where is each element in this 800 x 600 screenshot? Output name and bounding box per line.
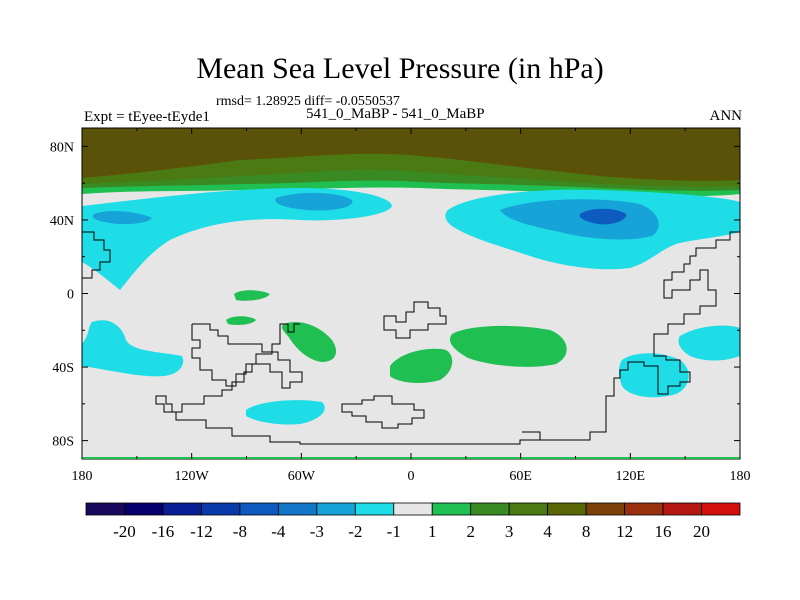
colorbar-swatch — [624, 502, 664, 516]
stats-text: rmsd= 1.28925 diff= -0.0550537 — [216, 94, 400, 109]
x-tick-label: 120E — [616, 469, 646, 484]
contour-sw-pacific-blue — [82, 320, 184, 377]
y-tick-label: 0 — [67, 288, 74, 303]
colorbar-label: -2 — [348, 522, 362, 541]
colorbar-swatch — [162, 502, 202, 516]
contour-tropical-green-b — [226, 316, 256, 325]
colorbar-swatch — [354, 502, 395, 516]
colorbar-label: 20 — [693, 522, 710, 541]
y-tick-label: 40S — [52, 361, 74, 376]
colorbar-label: 4 — [543, 522, 552, 541]
contour-north-atlantic-midblue — [275, 192, 353, 211]
contour-tasman-blue — [678, 325, 740, 361]
colorbar-swatch — [239, 502, 279, 516]
y-tick-label: 40N — [50, 214, 74, 229]
coastline-gondwana-west — [191, 323, 300, 387]
center-subtitle: 541_0_MaBP - 541_0_MaBP — [306, 106, 485, 122]
colorbar-label: -12 — [190, 522, 213, 541]
colorbar-label: 2 — [466, 522, 475, 541]
colorbar-label: 8 — [582, 522, 591, 541]
colorbar-label: -3 — [310, 522, 324, 541]
x-tick-label: 0 — [408, 469, 415, 484]
contour-tropical-green-a — [234, 290, 270, 301]
contour-indian-green — [449, 325, 567, 367]
coastline-west-continent — [82, 231, 111, 279]
y-tick-label: 80S — [52, 435, 74, 450]
coastline-east-continent — [522, 231, 740, 441]
contour-north-atlantic-blue — [82, 188, 392, 290]
colorbar-swatch — [124, 502, 164, 516]
colorbar-label: -8 — [233, 522, 247, 541]
x-tick-label: 60W — [288, 469, 316, 484]
axis-ticks — [81, 128, 741, 459]
colorbar-swatch — [662, 502, 702, 516]
colorbar-swatch — [701, 502, 741, 516]
colorbar-swatch — [201, 502, 241, 516]
colorbar-label: 3 — [505, 522, 514, 541]
coastline-south-block — [341, 395, 425, 429]
coastline-central-island — [383, 301, 447, 339]
x-tick-label: 180 — [730, 469, 751, 484]
x-tick-label: 60E — [509, 469, 532, 484]
contour-south-pacific-green — [281, 321, 337, 362]
right-subtitle: ANN — [709, 108, 743, 124]
colorbar-label: 1 — [428, 522, 437, 541]
colorbar-swatch — [547, 502, 587, 516]
colorbar-swatch — [277, 502, 318, 516]
colorbar-swatch — [85, 502, 125, 516]
contour-west-pacific-midblue — [92, 211, 152, 225]
contour-north-pacific-midblue — [500, 199, 659, 240]
colorbar-swatch — [470, 502, 510, 516]
colorbar-label: -20 — [113, 522, 136, 541]
left-subtitle: Expt = tEyee-tEyde1 — [84, 109, 210, 125]
colorbar-swatch — [393, 502, 433, 516]
axis-labels: 180 120W 60W 0 60E 120E 180 80N 40N 0 40S 80S — [50, 140, 751, 484]
chart-title: Mean Sea Level Pressure (in hPa) — [196, 52, 604, 85]
contour-southern-ocean-blue — [246, 400, 325, 425]
contour-arctic-brown — [82, 128, 740, 181]
x-tick-label: 180 — [72, 469, 93, 484]
colorbar-label: 12 — [616, 522, 633, 541]
colorbar-swatch — [431, 502, 472, 516]
map-plot-area — [82, 128, 740, 459]
colorbar-swatch — [316, 502, 356, 516]
colorbar-label: -16 — [152, 522, 175, 541]
continent-outlines — [82, 231, 740, 445]
colorbar-label: 16 — [655, 522, 672, 541]
contour-south-atlantic-green — [390, 348, 453, 383]
colorbar-swatch — [585, 502, 625, 516]
colorbar-swatch — [508, 502, 549, 516]
coastline-gondwana — [155, 323, 540, 445]
colorbar-label: -4 — [271, 522, 286, 541]
y-tick-label: 80N — [50, 140, 74, 155]
x-tick-label: 120W — [175, 469, 210, 484]
colorbar-label: -1 — [387, 522, 401, 541]
contour-north-pacific-darkblue — [579, 208, 627, 225]
colorbar: -20 -16 -12 -8 -4 -3 -2 -1 1 2 3 4 8 12 16 20 — [85, 502, 741, 541]
